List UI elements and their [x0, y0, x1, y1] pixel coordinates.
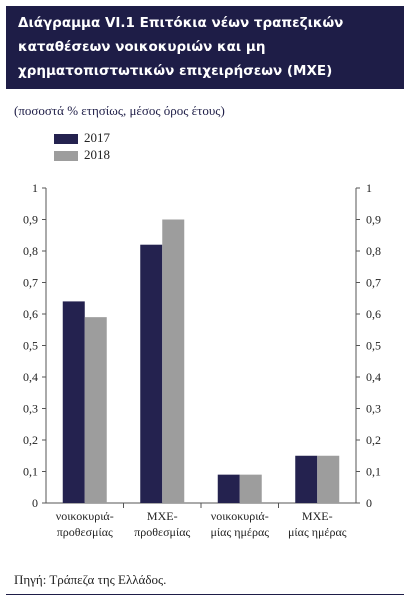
y-tick-label-right: 0,5	[366, 339, 381, 353]
y-tick-label-left: 0,3	[23, 402, 38, 416]
y-tick-label-right: 0,8	[366, 244, 381, 258]
x-category-label: μίας ημέρας	[211, 525, 270, 539]
y-tick-label-right: 0,9	[366, 213, 381, 227]
bar-2017	[295, 455, 318, 503]
legend-swatch-2018	[54, 151, 78, 161]
x-category-label: νοικοκυριά-	[56, 509, 114, 523]
y-tick-label-left: 0,1	[23, 465, 38, 479]
x-category-label: προθεσμίας	[57, 525, 113, 539]
y-tick-label-right: 0,2	[366, 433, 381, 447]
bar-2017	[62, 301, 85, 503]
title-line-2: καταθέσεων νοικοκυριών και μη	[18, 39, 266, 55]
y-tick-label-left: 1	[32, 181, 38, 195]
y-tick-label-right: 0,7	[366, 276, 381, 290]
y-tick-label-left: 0,4	[23, 370, 38, 384]
y-tick-label-right: 0	[366, 496, 372, 510]
legend-label-2018: 2018	[84, 147, 110, 162]
y-tick-label-left: 0,7	[23, 276, 38, 290]
y-tick-label-right: 0,4	[366, 370, 381, 384]
bottom-rule	[6, 594, 404, 595]
y-tick-label-left: 0,8	[23, 244, 38, 258]
y-tick-label-left: 0	[32, 496, 38, 510]
legend-label-2017: 2017	[84, 130, 110, 145]
figure-header: Διάγραμμα VI.1 Επιτόκια νέων τραπεζικών …	[6, 6, 404, 89]
y-tick-label-right: 0,1	[366, 465, 381, 479]
title-line-1: Διάγραμμα VI.1 Επιτόκια νέων τραπεζικών	[18, 15, 344, 31]
x-category-label: ΜΧΕ-	[302, 509, 333, 523]
figure-panel: Διάγραμμα VI.1 Επιτόκια νέων τραπεζικών …	[6, 6, 404, 595]
x-category-label: μίας ημέρας	[288, 525, 347, 539]
bar-2018	[239, 474, 262, 503]
bar-2017	[217, 474, 240, 503]
x-category-label: νοικοκυριά-	[211, 509, 269, 523]
legend-swatch-2017	[54, 134, 78, 144]
y-tick-label-left: 0,5	[23, 339, 38, 353]
bar-2018	[162, 219, 185, 503]
x-category-label: προθεσμίας	[134, 525, 190, 539]
y-tick-label-left: 0,6	[23, 307, 38, 321]
y-tick-label-left: 0,2	[23, 433, 38, 447]
bar-2018	[317, 455, 340, 503]
units-note: (ποσοστά % ετησίως, μέσος όρος έτους)	[14, 103, 225, 118]
title-line-3: χρηματοπιστωτικών επιχειρήσεων (ΜΧΕ)	[18, 63, 333, 79]
source-note: Πηγή: Τράπεζα της Ελλάδος.	[14, 572, 167, 587]
y-tick-label-left: 0,9	[23, 213, 38, 227]
y-tick-label-right: 0,6	[366, 307, 381, 321]
bar-2017	[140, 244, 163, 503]
x-category-label: ΜΧΕ-	[147, 509, 178, 523]
bar-2018	[84, 317, 107, 503]
bar-chart: 0 0 0,1 0,1 0,2 0,2 0,3 0,3 0,4 0,4 0,5 0,5 0,6 0,6 0,…	[23, 181, 381, 539]
y-tick-label-right: 1	[366, 181, 372, 195]
y-tick-label-right: 0,3	[366, 402, 381, 416]
